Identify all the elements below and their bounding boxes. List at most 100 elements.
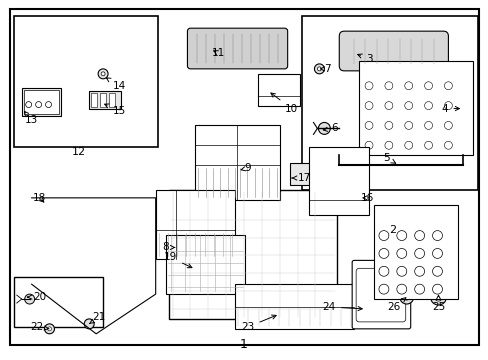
- Text: 23: 23: [241, 315, 276, 332]
- Text: 17: 17: [291, 173, 310, 183]
- Circle shape: [444, 102, 451, 109]
- Text: 6: 6: [323, 123, 337, 134]
- Bar: [24, 90, 60, 113]
- Circle shape: [98, 69, 108, 79]
- Circle shape: [404, 82, 412, 90]
- Circle shape: [399, 290, 413, 304]
- Circle shape: [365, 121, 372, 129]
- Bar: [14, 277, 103, 327]
- Bar: [89, 91, 121, 109]
- Text: 25: 25: [431, 295, 444, 312]
- Circle shape: [404, 121, 412, 129]
- Text: 26: 26: [386, 298, 405, 312]
- Text: 9: 9: [241, 163, 251, 173]
- Circle shape: [26, 102, 32, 108]
- Circle shape: [47, 327, 51, 331]
- Text: 18: 18: [33, 193, 46, 203]
- Circle shape: [432, 248, 442, 258]
- Circle shape: [378, 248, 388, 258]
- Circle shape: [432, 231, 442, 240]
- Bar: [301, 16, 477, 190]
- Text: 14: 14: [106, 78, 125, 91]
- Bar: [195, 125, 279, 200]
- Circle shape: [378, 284, 388, 294]
- Bar: [168, 190, 337, 319]
- Text: 22: 22: [30, 322, 49, 332]
- Bar: [155, 190, 235, 260]
- Circle shape: [424, 102, 432, 109]
- Circle shape: [314, 64, 324, 74]
- Bar: [358, 61, 472, 155]
- Text: 20: 20: [28, 292, 47, 302]
- Circle shape: [84, 319, 94, 329]
- Text: 10: 10: [270, 93, 298, 113]
- FancyBboxPatch shape: [187, 28, 287, 69]
- Text: 4: 4: [441, 104, 459, 113]
- Text: 12: 12: [72, 147, 86, 157]
- Circle shape: [44, 324, 54, 334]
- Bar: [100, 93, 106, 107]
- Circle shape: [404, 141, 412, 149]
- Circle shape: [365, 141, 372, 149]
- Circle shape: [378, 231, 388, 240]
- Circle shape: [45, 102, 51, 108]
- Bar: [373, 205, 457, 299]
- Text: 19: 19: [163, 252, 191, 268]
- Text: 2: 2: [388, 225, 396, 235]
- Circle shape: [444, 82, 451, 90]
- Bar: [109, 93, 115, 107]
- Circle shape: [414, 248, 424, 258]
- Circle shape: [36, 102, 41, 108]
- Circle shape: [444, 141, 451, 149]
- Circle shape: [414, 231, 424, 240]
- Circle shape: [384, 82, 392, 90]
- Circle shape: [317, 67, 321, 71]
- Circle shape: [365, 82, 372, 90]
- Circle shape: [318, 122, 330, 134]
- Text: 8: 8: [162, 243, 174, 252]
- Bar: [165, 235, 244, 294]
- Circle shape: [434, 293, 442, 301]
- Circle shape: [432, 266, 442, 276]
- Text: 15: 15: [104, 104, 125, 116]
- Circle shape: [444, 121, 451, 129]
- Text: 24: 24: [322, 302, 362, 312]
- Circle shape: [396, 266, 406, 276]
- Circle shape: [436, 296, 439, 298]
- Text: 16: 16: [360, 193, 374, 203]
- Circle shape: [432, 284, 442, 294]
- FancyBboxPatch shape: [339, 31, 447, 71]
- Circle shape: [384, 141, 392, 149]
- Bar: [289, 163, 319, 185]
- Bar: [257, 74, 299, 105]
- Circle shape: [429, 289, 446, 305]
- Circle shape: [25, 294, 35, 304]
- Circle shape: [424, 121, 432, 129]
- FancyBboxPatch shape: [355, 268, 405, 322]
- Text: 13: 13: [24, 111, 38, 126]
- Circle shape: [101, 72, 105, 76]
- Bar: [91, 93, 97, 107]
- Circle shape: [396, 248, 406, 258]
- Circle shape: [414, 266, 424, 276]
- Circle shape: [378, 266, 388, 276]
- Text: 11: 11: [211, 48, 224, 58]
- FancyBboxPatch shape: [351, 260, 410, 329]
- Circle shape: [424, 82, 432, 90]
- Text: 1: 1: [240, 338, 247, 351]
- Text: 21: 21: [89, 312, 105, 324]
- Circle shape: [396, 231, 406, 240]
- Text: 3: 3: [357, 54, 371, 64]
- Circle shape: [384, 121, 392, 129]
- Bar: [309, 147, 368, 215]
- Circle shape: [414, 284, 424, 294]
- Circle shape: [396, 284, 406, 294]
- Circle shape: [403, 294, 409, 300]
- Text: 7: 7: [320, 64, 330, 74]
- Text: 5: 5: [383, 153, 395, 163]
- Circle shape: [365, 102, 372, 109]
- Bar: [21, 88, 61, 116]
- Bar: [14, 16, 157, 147]
- Circle shape: [384, 102, 392, 109]
- Bar: [235, 284, 353, 329]
